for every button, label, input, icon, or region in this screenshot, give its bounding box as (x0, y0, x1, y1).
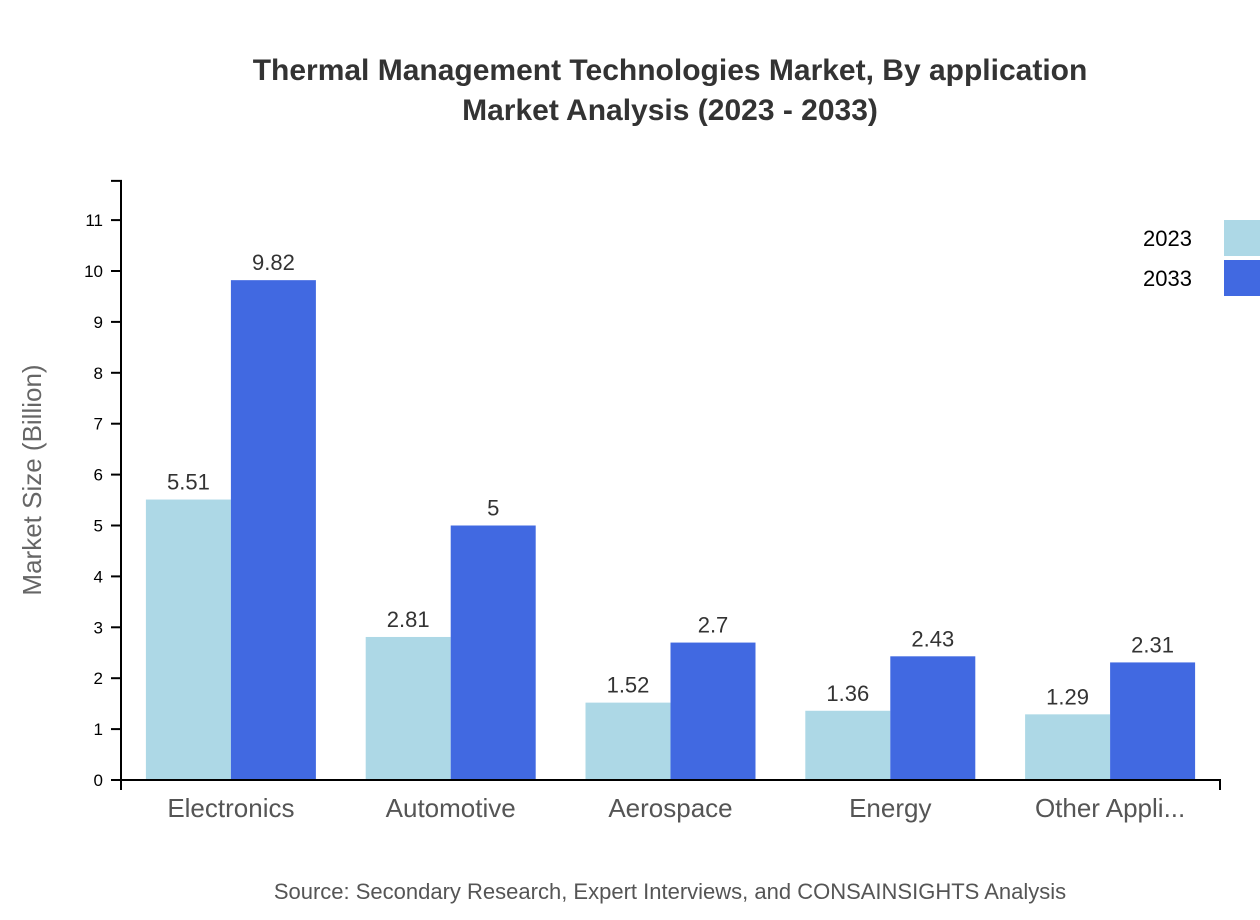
data-label: 5.51 (167, 470, 210, 495)
y-axis-line (111, 179, 122, 780)
bar-2033-aerospace (670, 642, 756, 780)
y-tick-label: 3 (94, 618, 103, 637)
legend-label-2033: 2033 (1143, 266, 1192, 291)
bar-2033-electronics (230, 280, 316, 780)
y-axis-label: Market Size (Billion) (17, 364, 47, 595)
bar-2033-other-appli- (1110, 662, 1196, 780)
y-axis: 0 1 2 3 4 5 6 7 8 9 10 11 (84, 179, 122, 790)
legend-label-2023: 2023 (1143, 226, 1192, 251)
data-label: 2.81 (387, 607, 430, 632)
y-tick-label: 2 (94, 669, 103, 688)
legend-swatch-2033 (1224, 260, 1260, 296)
data-label: 1.29 (1046, 684, 1089, 709)
x-tick-label: Other Appli... (1035, 793, 1185, 823)
x-tick-label: Aerospace (608, 793, 732, 823)
bar-2033-energy (890, 656, 976, 780)
legend-swatch-2023 (1224, 220, 1260, 256)
data-label: 2.43 (911, 626, 954, 651)
x-tick-label: Automotive (386, 793, 516, 823)
y-tick-label: 7 (94, 415, 103, 434)
y-tick-label: 1 (94, 720, 103, 739)
y-tick-label: 4 (94, 567, 103, 586)
data-label: 5 (487, 496, 499, 521)
y-tick-label: 0 (94, 771, 103, 790)
bar-2033-automotive (450, 525, 536, 780)
bar-2023-other-appli- (1025, 714, 1111, 780)
bar-2023-electronics (145, 499, 231, 780)
y-tick-label: 11 (85, 211, 103, 230)
x-tick-label: Energy (849, 793, 931, 823)
x-axis-line (120, 779, 1221, 790)
bar-2023-aerospace (585, 702, 671, 780)
bar-2023-automotive (365, 636, 451, 780)
source-note: Source: Secondary Research, Expert Inter… (274, 879, 1066, 904)
x-axis: Electronics Automotive Aerospace Energy Othe… (120, 779, 1221, 823)
y-tick-label: 8 (94, 364, 103, 383)
bar-2023-energy (805, 710, 891, 780)
data-label: 1.36 (826, 681, 869, 706)
data-label: 2.31 (1131, 632, 1174, 657)
y-tick-label: 5 (94, 517, 103, 536)
chart-subtitle: Market Analysis (2023 - 2033) (462, 94, 878, 127)
data-label: 1.52 (607, 673, 650, 698)
y-tick-label: 10 (84, 262, 103, 281)
y-tick-label: 9 (94, 313, 103, 332)
legend: 2023 2033 (1143, 220, 1260, 296)
data-label: 2.7 (698, 613, 729, 638)
x-tick-label: Electronics (167, 793, 294, 823)
chart-title: Thermal Management Technologies Market, … (253, 54, 1088, 87)
y-tick-label: 6 (94, 466, 103, 485)
data-label: 9.82 (252, 250, 295, 275)
